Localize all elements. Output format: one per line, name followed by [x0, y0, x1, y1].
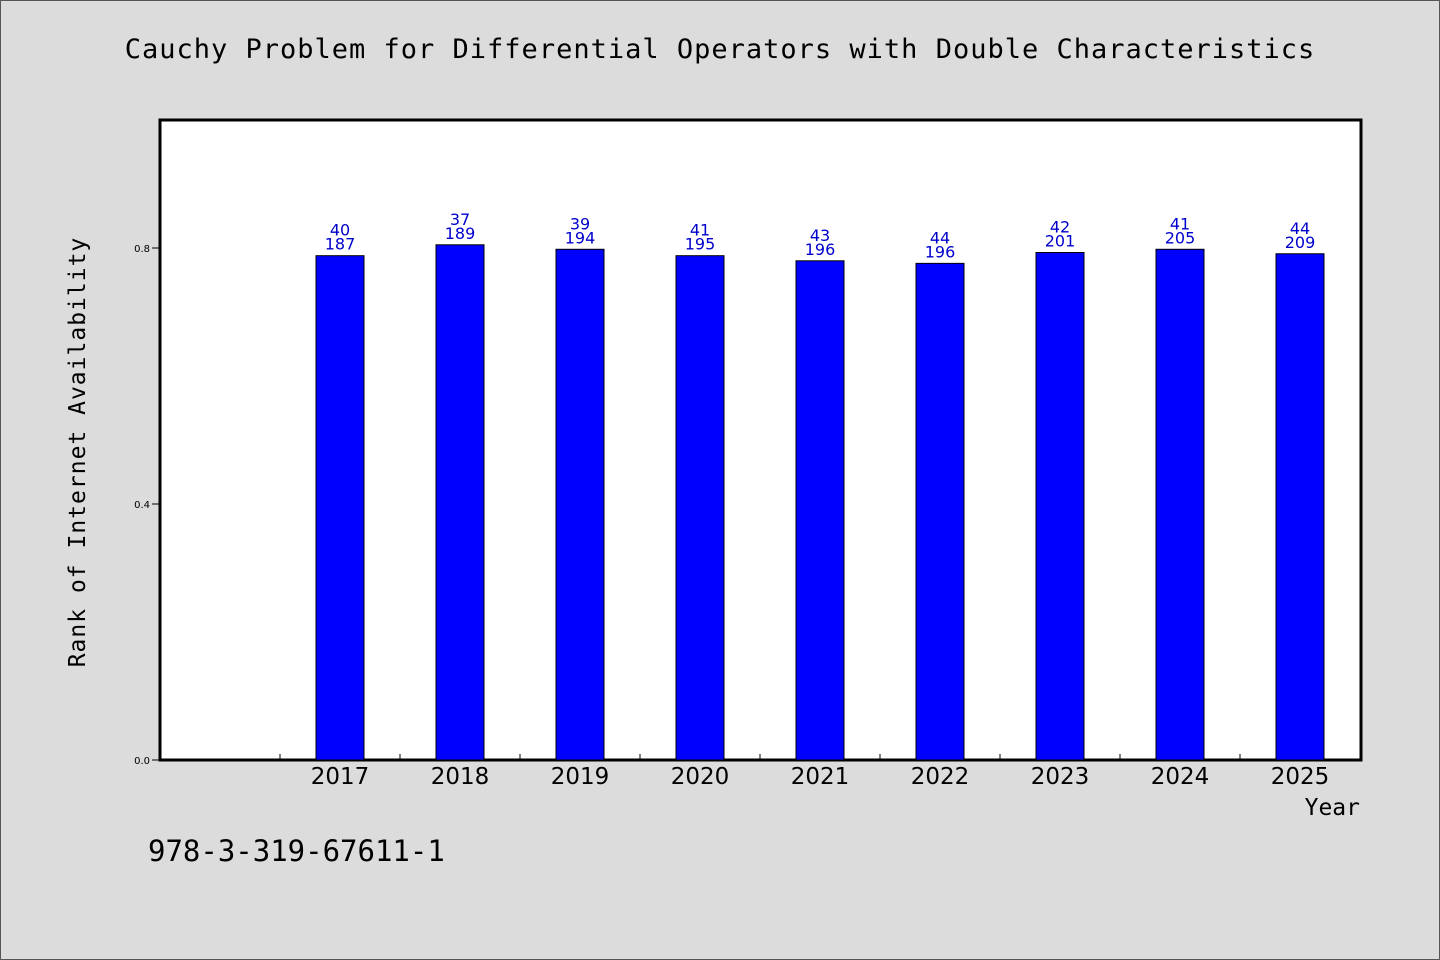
- bar: [1035, 251, 1085, 761]
- y-tick-label: 0.8: [134, 244, 150, 255]
- y-axis-ticks: 0.0 0.4 0.8: [134, 244, 160, 767]
- x-tick-label: 2022: [911, 764, 970, 790]
- bar-label-top: 43: [810, 226, 830, 245]
- bar: [915, 262, 965, 761]
- bar-label-bottom: 205: [1165, 228, 1196, 247]
- bar-label-top: 39: [570, 214, 590, 233]
- bar-label-top: 40: [330, 221, 350, 240]
- bar-label-top: 44: [930, 228, 950, 247]
- bar-label-top: 41: [690, 221, 710, 240]
- x-tick-label: 2018: [431, 764, 490, 790]
- bar: [435, 244, 485, 761]
- x-tick-label: 2020: [671, 764, 730, 790]
- x-tick-label: 2017: [311, 764, 370, 790]
- bar-label-bottom: 201: [1045, 231, 1076, 250]
- x-tick-label: 2021: [791, 764, 850, 790]
- y-tick-label: 0.4: [134, 500, 150, 511]
- bar: [555, 248, 605, 761]
- x-axis-label: Year: [1304, 795, 1360, 821]
- bar-label-bottom: 187: [325, 235, 356, 254]
- bar-label-top: 44: [1290, 219, 1310, 238]
- bar-label-bottom: 195: [685, 235, 716, 254]
- footnote-isbn: 978-3-319-67611-1: [148, 834, 445, 868]
- x-tick-label: 2023: [1031, 764, 1090, 790]
- x-axis-ticks: 2017 2018 2019 2020 2021 2022 2023 2024 2025: [279, 754, 1361, 790]
- bar: [315, 255, 365, 761]
- bar-label-top: 41: [1170, 214, 1190, 233]
- x-tick-label: 2025: [1271, 764, 1330, 790]
- bar: [795, 260, 845, 761]
- bar: [675, 255, 725, 761]
- bar: [1275, 253, 1325, 761]
- bar-label-bottom: 209: [1285, 233, 1316, 252]
- bar-label-bottom: 196: [805, 240, 836, 259]
- bar-label-top: 37: [450, 210, 470, 229]
- chart-title: Cauchy Problem for Differential Operator…: [124, 34, 1316, 65]
- bar-label-top: 42: [1050, 217, 1070, 236]
- bar: [1155, 248, 1205, 761]
- bar-label-bottom: 194: [565, 228, 596, 247]
- bar-label-bottom: 189: [445, 224, 476, 243]
- bar-label-bottom: 196: [925, 242, 956, 261]
- x-tick-label: 2024: [1151, 764, 1210, 790]
- y-tick-label: 0.0: [134, 756, 150, 767]
- x-tick-label: 2019: [551, 764, 610, 790]
